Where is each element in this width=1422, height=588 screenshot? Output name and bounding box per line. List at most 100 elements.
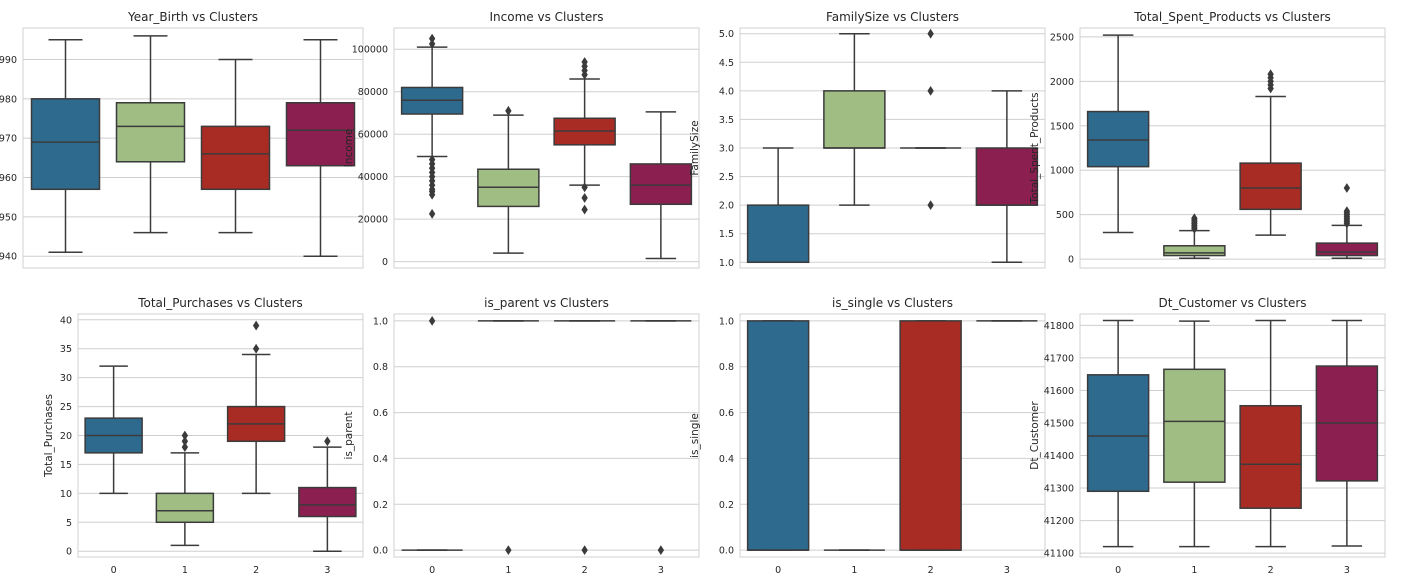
box-cluster-1: [1163, 320, 1226, 548]
y-axis-label: is_parent: [343, 411, 355, 459]
iqr-box: [975, 147, 1039, 206]
y-tick-label: 0.4: [373, 454, 388, 465]
y-tick-label: 0.6: [719, 408, 734, 419]
outlier-point: [428, 33, 436, 44]
iqr-box: [1239, 162, 1302, 211]
box-cluster-0: [746, 147, 810, 264]
plot-frame: [739, 27, 1046, 269]
y-tick-label: 41400: [1044, 451, 1074, 462]
iqr-box: [298, 486, 357, 518]
y-tick-label: 500: [1056, 210, 1074, 221]
chart-title: is_parent vs Clusters: [484, 296, 609, 310]
x-tick-label: 2: [1268, 565, 1274, 576]
y-tick-label: 1970: [0, 134, 17, 145]
box-cluster-3: [629, 111, 693, 260]
y-tick-label: 1.5: [719, 229, 734, 240]
outlier-point: [1191, 213, 1198, 224]
outlier-point: [428, 315, 436, 326]
y-tick-label: 0.4: [719, 454, 734, 465]
iqr-box: [746, 204, 810, 264]
y-tick-label: 1980: [0, 94, 17, 105]
outlier-point: [505, 545, 512, 556]
y-tick-label: 4.0: [719, 86, 734, 97]
y-tick-label: 2500: [1050, 32, 1074, 43]
y-tick-label: 41500: [1044, 418, 1074, 429]
y-tick-label: 20000: [358, 215, 388, 226]
y-tick-label: 2000: [1050, 77, 1074, 88]
y-tick-label: 35: [60, 344, 72, 355]
box-cluster-0: [746, 320, 810, 551]
y-tick-label: 1960: [0, 173, 17, 184]
y-tick-label: 0.8: [373, 362, 388, 373]
y-tick-label: 0.2: [373, 500, 388, 511]
x-tick-label: 1: [182, 565, 188, 576]
x-tick-label: 0: [111, 565, 117, 576]
outlier-point: [428, 39, 436, 49]
outlier-point: [252, 343, 260, 354]
outlier-point: [1267, 69, 1274, 80]
plot-frame: [393, 313, 700, 558]
panel-7: 41100 41200 41300 41400 41500 41600 41700 41800…: [1029, 296, 1386, 576]
y-tick-label: 0.0: [373, 546, 388, 557]
x-tick-label: 0: [429, 565, 435, 576]
y-tick-label: 1.0: [719, 258, 734, 269]
y-axis-label: Total_Purchases: [43, 394, 55, 478]
outlier-point: [1343, 183, 1351, 193]
box-cluster-0: [84, 365, 143, 495]
y-tick-label: 1500: [1050, 121, 1074, 132]
y-tick-label: 0: [382, 257, 388, 268]
outlier-point: [581, 204, 588, 215]
x-tick-label: 0: [1115, 565, 1121, 576]
y-tick-label: 41700: [1044, 353, 1074, 364]
x-tick-label: 1: [851, 565, 857, 576]
iqr-box: [30, 98, 101, 191]
iqr-box: [1163, 368, 1226, 483]
iqr-box: [1315, 242, 1379, 257]
box-cluster-0: [400, 33, 464, 219]
panel-3: 0 500 1000 1500 2000 2500 Total_Spent_Products…: [1029, 10, 1386, 269]
y-tick-label: 5.0: [719, 29, 734, 40]
x-tick-label: 1: [505, 565, 511, 576]
x-tick-label: 3: [324, 565, 330, 576]
x-tick-label: 0: [775, 565, 781, 576]
y-tick-label: 1.0: [373, 316, 388, 327]
box-cluster-1: [823, 32, 886, 206]
chart-title: Income vs Clusters: [490, 10, 604, 24]
outlier-point: [927, 28, 934, 39]
x-tick-label: 2: [928, 565, 934, 576]
y-tick-label: 2.0: [719, 201, 734, 212]
box-cluster-0: [1086, 319, 1150, 548]
y-tick-label: 0: [1068, 255, 1074, 266]
box-cluster-3: [630, 320, 692, 556]
outlier-point: [657, 545, 665, 556]
box-cluster-1: [155, 430, 215, 547]
y-tick-label: 60000: [358, 130, 388, 141]
plot-frame: [1079, 27, 1386, 269]
box-cluster-2: [553, 57, 616, 215]
outlier-point: [181, 436, 189, 447]
y-tick-label: 80000: [358, 87, 388, 98]
box-cluster-2: [1239, 69, 1302, 236]
chart-title: Total_Spent_Products vs Clusters: [1133, 10, 1331, 24]
y-axis-label: Dt_Customer: [1029, 401, 1041, 470]
y-axis-label: is_single: [689, 413, 701, 458]
y-tick-label: 40000: [358, 172, 388, 183]
y-axis-label: Total_Spent_Products: [1029, 93, 1041, 205]
iqr-box: [746, 320, 810, 551]
outlier-point: [581, 192, 588, 203]
panel-1: 0 20000 40000 60000 80000 100000 Income vs Clu…: [343, 10, 700, 269]
box-cluster-3: [1315, 183, 1379, 259]
x-tick-label: 3: [658, 565, 664, 576]
outlier-point: [927, 85, 934, 96]
outlier-point: [428, 208, 436, 219]
plot-frame: [393, 27, 700, 269]
y-tick-label: 15: [60, 460, 72, 471]
box-cluster-1: [477, 320, 539, 556]
panel-2: 1.0 1.5 2.0 2.5 3.0 3.5 4.0 4.5 5.0 FamilySize vs…: [689, 10, 1046, 269]
panel-0: 1940 1950 1960 1970 1980 1990 Year_Birth vs Cl…: [0, 10, 364, 269]
outlier-point: [927, 200, 934, 211]
y-tick-label: 1940: [0, 252, 17, 263]
y-tick-label: 100000: [352, 45, 388, 56]
